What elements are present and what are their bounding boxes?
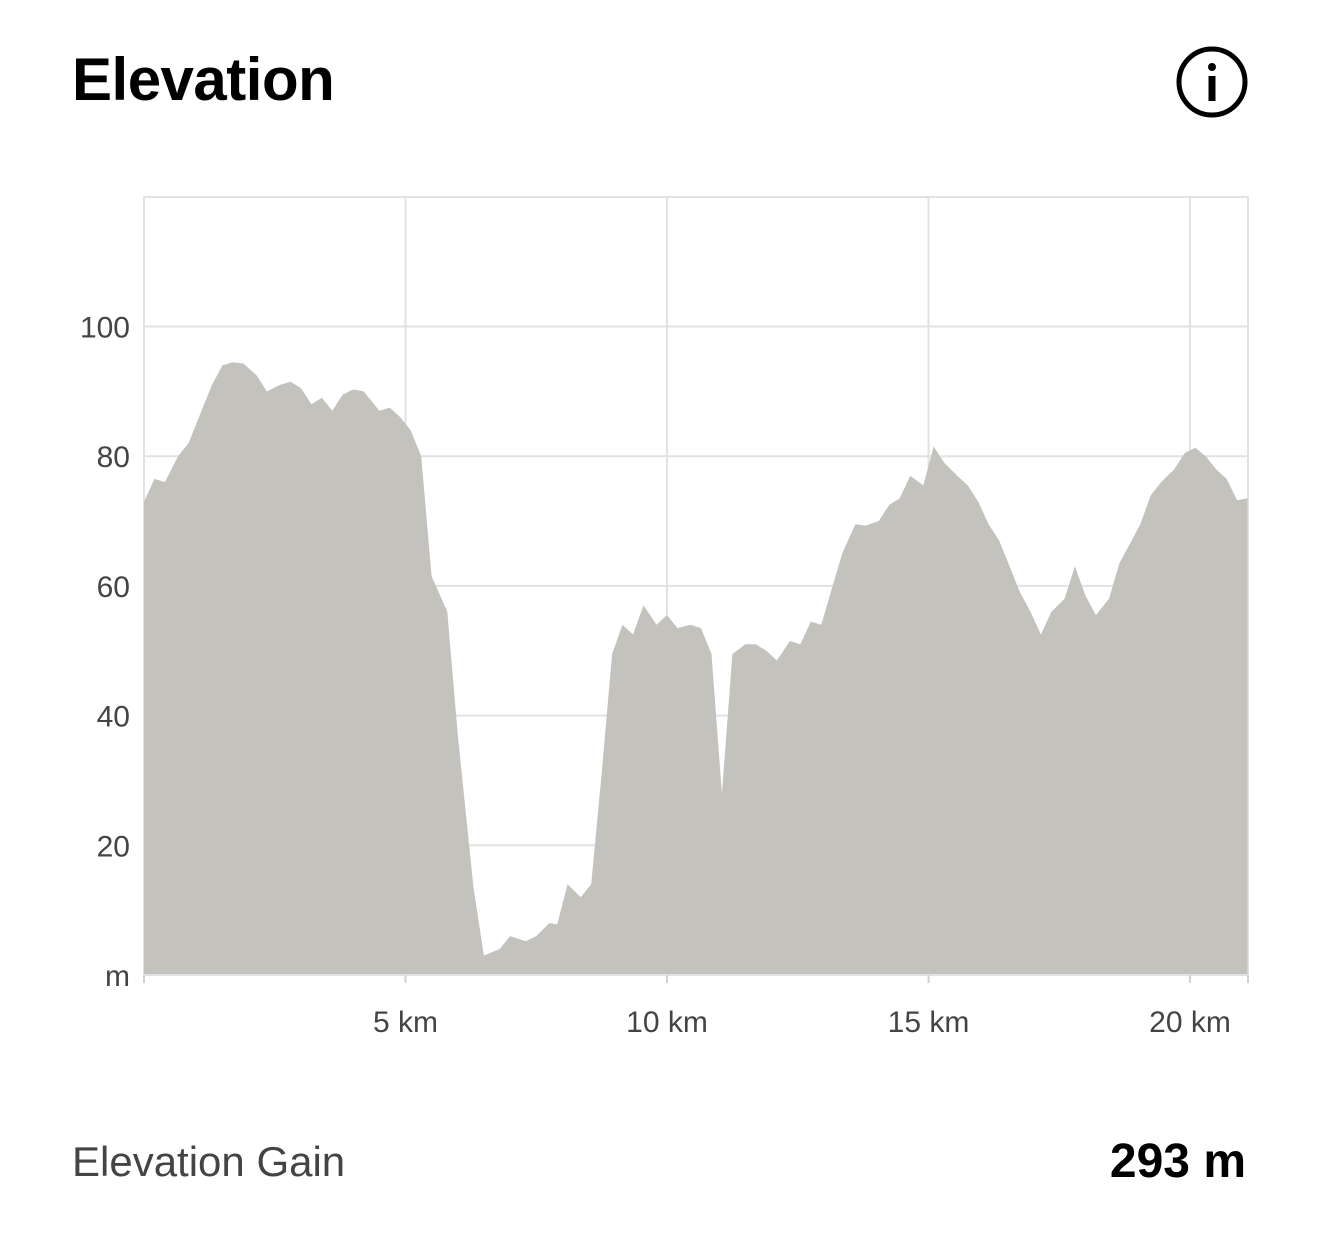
elevation-gain-label: Elevation Gain bbox=[72, 1138, 346, 1185]
x-tick-label: 5 km bbox=[373, 1006, 438, 1039]
elevation-chart: m 20 40 60 80 100 5 km 10 km 15 km 20 km bbox=[80, 196, 1249, 1039]
y-tick-label: 20 bbox=[97, 830, 130, 863]
x-tick-label: 20 km bbox=[1149, 1006, 1231, 1039]
x-tick-label: 10 km bbox=[626, 1006, 708, 1039]
elevation-gain-value: 293 m bbox=[1109, 1135, 1246, 1188]
x-tick-label: 15 km bbox=[888, 1006, 970, 1039]
info-button[interactable] bbox=[1176, 46, 1248, 118]
elevation-chart-svg: m 20 40 60 80 100 5 km 10 km 15 km 20 km bbox=[80, 196, 1249, 1039]
y-tick-label: 60 bbox=[97, 571, 130, 604]
elevation-area bbox=[144, 362, 1248, 975]
page-title: Elevation bbox=[72, 46, 335, 113]
y-tick-label: 100 bbox=[80, 312, 130, 345]
y-tick-label: m bbox=[105, 960, 130, 993]
info-icon bbox=[1176, 46, 1248, 118]
y-tick-label: 40 bbox=[97, 701, 130, 734]
y-tick-label: 80 bbox=[97, 441, 130, 474]
